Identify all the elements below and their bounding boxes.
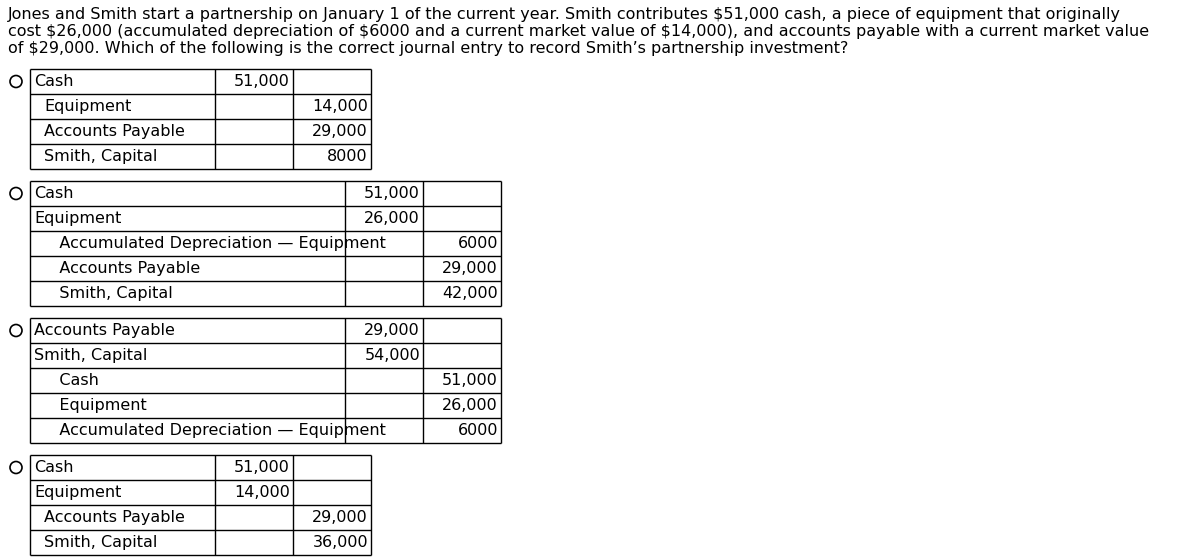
Text: 29,000: 29,000 xyxy=(312,124,368,139)
Text: 51,000: 51,000 xyxy=(442,373,498,388)
Text: Smith, Capital: Smith, Capital xyxy=(44,535,157,550)
Text: 42,000: 42,000 xyxy=(443,286,498,301)
Text: cost $26,000 (accumulated depreciation of $6000 and a current market value of $1: cost $26,000 (accumulated depreciation o… xyxy=(8,24,1150,39)
Text: 26,000: 26,000 xyxy=(443,398,498,413)
Text: Equipment: Equipment xyxy=(44,99,131,114)
Text: 29,000: 29,000 xyxy=(443,261,498,276)
Text: 51,000: 51,000 xyxy=(234,74,290,89)
Text: 6000: 6000 xyxy=(457,236,498,251)
Text: Accounts Payable: Accounts Payable xyxy=(44,510,185,525)
Text: Accounts Payable: Accounts Payable xyxy=(34,323,175,338)
Text: 6000: 6000 xyxy=(457,423,498,438)
Text: Equipment: Equipment xyxy=(44,398,146,413)
Text: Equipment: Equipment xyxy=(34,211,121,226)
Text: Jones and Smith start a partnership on January 1 of the current year. Smith cont: Jones and Smith start a partnership on J… xyxy=(8,7,1121,22)
Text: Accumulated Depreciation — Equipment: Accumulated Depreciation — Equipment xyxy=(44,236,386,251)
Text: Accumulated Depreciation — Equipment: Accumulated Depreciation — Equipment xyxy=(44,423,386,438)
Text: Smith, Capital: Smith, Capital xyxy=(44,149,157,164)
Text: Cash: Cash xyxy=(44,373,98,388)
Text: Smith, Capital: Smith, Capital xyxy=(34,348,148,363)
Text: Accounts Payable: Accounts Payable xyxy=(44,124,185,139)
Text: 36,000: 36,000 xyxy=(312,535,368,550)
Text: 29,000: 29,000 xyxy=(365,323,420,338)
Text: Cash: Cash xyxy=(34,186,73,201)
Text: 54,000: 54,000 xyxy=(365,348,420,363)
Text: Equipment: Equipment xyxy=(34,485,121,500)
Text: Cash: Cash xyxy=(34,460,73,475)
Text: 14,000: 14,000 xyxy=(312,99,368,114)
Text: 51,000: 51,000 xyxy=(364,186,420,201)
Text: of $29,000. Which of the following is the correct journal entry to record Smith’: of $29,000. Which of the following is th… xyxy=(8,41,848,56)
Text: Smith, Capital: Smith, Capital xyxy=(44,286,173,301)
Text: 51,000: 51,000 xyxy=(234,460,290,475)
Text: 14,000: 14,000 xyxy=(234,485,290,500)
Text: 29,000: 29,000 xyxy=(312,510,368,525)
Text: 26,000: 26,000 xyxy=(365,211,420,226)
Text: Accounts Payable: Accounts Payable xyxy=(44,261,200,276)
Text: Cash: Cash xyxy=(34,74,73,89)
Text: 8000: 8000 xyxy=(328,149,368,164)
